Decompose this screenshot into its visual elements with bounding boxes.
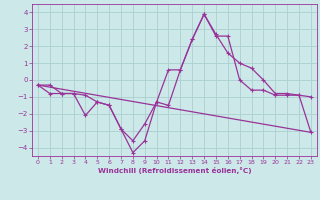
X-axis label: Windchill (Refroidissement éolien,°C): Windchill (Refroidissement éolien,°C) [98,167,251,174]
